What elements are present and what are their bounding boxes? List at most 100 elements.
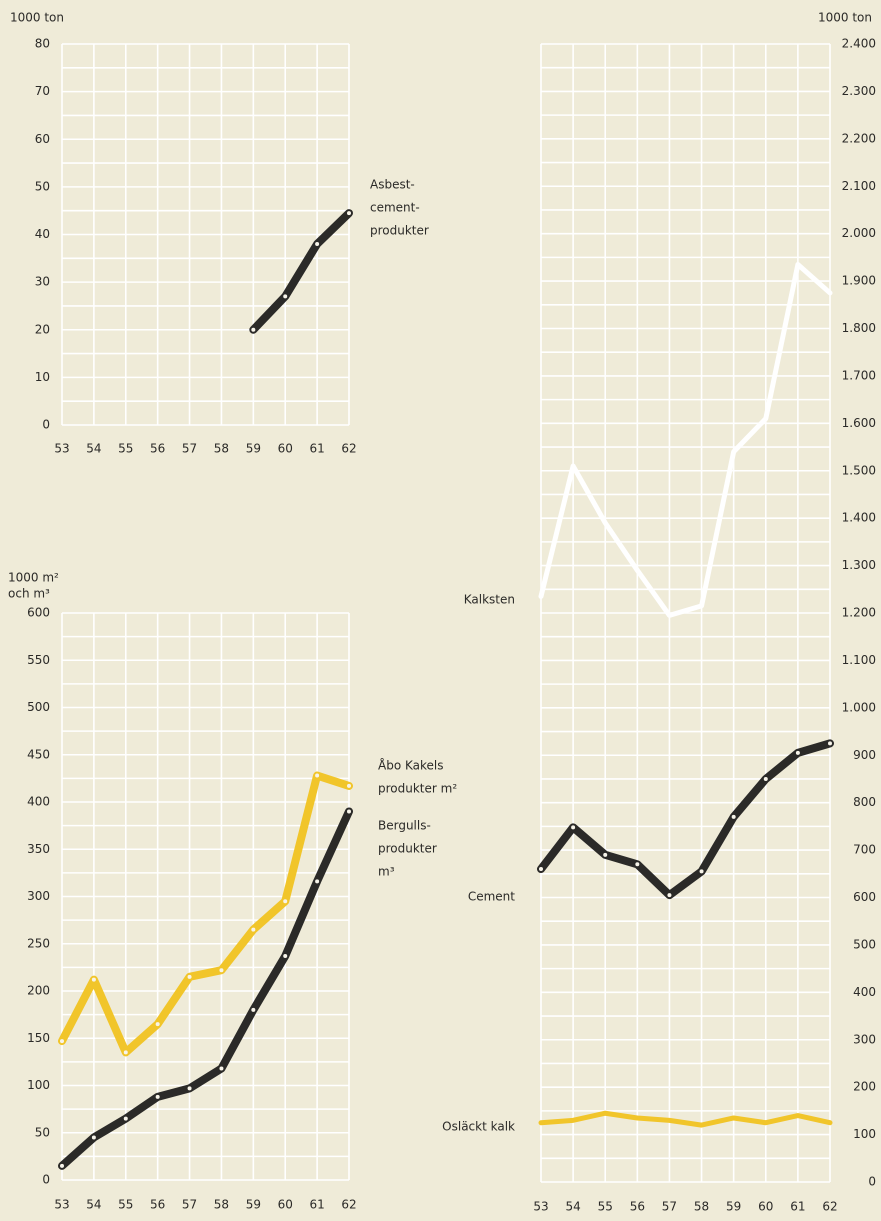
y-tick-label: 1.200 (842, 606, 876, 620)
series-label: m³ (378, 865, 395, 879)
y-tick-label: 1.000 (842, 700, 876, 714)
series-marker (539, 867, 543, 872)
series-label: produkter (378, 842, 437, 856)
x-tick-label: 54 (565, 1200, 580, 1214)
y-tick-label: 500 (853, 937, 876, 951)
y-tick-label: 10 (35, 370, 50, 384)
series-marker (187, 1086, 192, 1091)
y-tick-label: 1.300 (842, 558, 876, 572)
series-marker (283, 294, 288, 299)
x-tick-label: 58 (694, 1200, 709, 1214)
x-tick-label: 57 (182, 1198, 197, 1212)
y-tick-label: 400 (27, 795, 50, 809)
y-tick-label: 100 (27, 1078, 50, 1092)
y-tick-label: 80 (35, 37, 50, 51)
series-marker (219, 1066, 224, 1071)
series-marker (699, 869, 704, 874)
x-tick-label: 61 (309, 442, 324, 456)
y-tick-label: 250 (27, 936, 50, 950)
y-tick-label: 1.500 (842, 463, 876, 477)
series-marker (283, 954, 288, 959)
series-marker (251, 327, 256, 332)
series-marker (315, 773, 320, 778)
y-tick-label: 50 (35, 1125, 50, 1139)
series-marker (347, 211, 351, 216)
y-tick-label: 200 (853, 1080, 876, 1094)
y-tick-label: 0 (42, 418, 50, 432)
series-marker (123, 1116, 128, 1121)
x-tick-label: 61 (309, 1198, 324, 1212)
y-tick-label: 2.000 (842, 226, 876, 240)
series-marker (667, 893, 672, 898)
series-label: Kalksten (464, 593, 515, 607)
y-tick-label: 2.200 (842, 131, 876, 145)
y-tick-label: 1.600 (842, 416, 876, 430)
series-label: produkter (370, 224, 429, 238)
y-tick-label: 400 (853, 985, 876, 999)
x-tick-label: 54 (86, 442, 101, 456)
x-tick-label: 55 (118, 442, 133, 456)
y-tick-label: 100 (853, 1127, 876, 1141)
series-marker (251, 1007, 256, 1012)
y-tick-label: 1.900 (842, 274, 876, 288)
series-marker (91, 977, 96, 982)
x-tick-label: 60 (278, 1198, 293, 1212)
x-tick-label: 56 (150, 442, 165, 456)
y-tick-label: 200 (27, 984, 50, 998)
x-tick-label: 62 (822, 1200, 837, 1214)
y-tick-label: 0 (868, 1175, 876, 1189)
y-tick-label: 1.700 (842, 368, 876, 382)
y-tick-label: 0 (42, 1173, 50, 1187)
series-line (58, 771, 353, 1057)
x-tick-label: 60 (278, 442, 293, 456)
series-label: Cement (468, 890, 515, 904)
series-marker (571, 825, 576, 830)
y-tick-label: 450 (27, 747, 50, 761)
series-line (537, 739, 834, 900)
series-marker (315, 242, 320, 247)
x-tick-label: 59 (246, 442, 261, 456)
y-tick-label: 30 (35, 275, 50, 289)
x-tick-label: 53 (54, 442, 69, 456)
y-tick-label: 700 (853, 843, 876, 857)
series-label: produkter m² (378, 782, 457, 796)
y-tick-label: 70 (35, 84, 50, 98)
series-marker (123, 1050, 128, 1055)
y-tick-label: 2.400 (842, 37, 876, 51)
x-tick-label: 55 (598, 1200, 613, 1214)
y-axis-label: 1000 ton (818, 11, 872, 25)
y-tick-label: 800 (853, 795, 876, 809)
y-tick-label: 600 (27, 606, 50, 620)
series-marker (283, 899, 288, 904)
x-tick-label: 56 (150, 1198, 165, 1212)
y-tick-label: 2.300 (842, 84, 876, 98)
y-tick-label: 300 (27, 889, 50, 903)
series-marker (763, 776, 768, 781)
y-tick-label: 20 (35, 322, 50, 336)
series-marker (155, 1022, 160, 1027)
series-marker (603, 852, 608, 857)
y-tick-label: 150 (27, 1031, 50, 1045)
x-tick-label: 54 (86, 1198, 101, 1212)
series-marker (187, 974, 192, 979)
y-tick-label: 1.800 (842, 321, 876, 335)
series-line (538, 1110, 833, 1128)
y-tick-label: 2.100 (842, 179, 876, 193)
x-tick-label: 57 (662, 1200, 677, 1214)
series-marker (60, 1039, 64, 1044)
y-tick-label: 60 (35, 132, 50, 146)
series-marker (219, 968, 224, 973)
series-label: Åbo Kakels (378, 758, 443, 773)
y-tick-label: 50 (35, 179, 50, 193)
series-marker (315, 879, 320, 884)
y-tick-label: 300 (853, 1032, 876, 1046)
series-marker (828, 741, 832, 746)
series-marker (347, 783, 351, 788)
x-tick-label: 61 (790, 1200, 805, 1214)
x-tick-label: 62 (341, 1198, 356, 1212)
series-marker (635, 862, 640, 867)
x-tick-label: 58 (214, 442, 229, 456)
y-tick-label: 900 (853, 748, 876, 762)
series-line (538, 261, 833, 618)
